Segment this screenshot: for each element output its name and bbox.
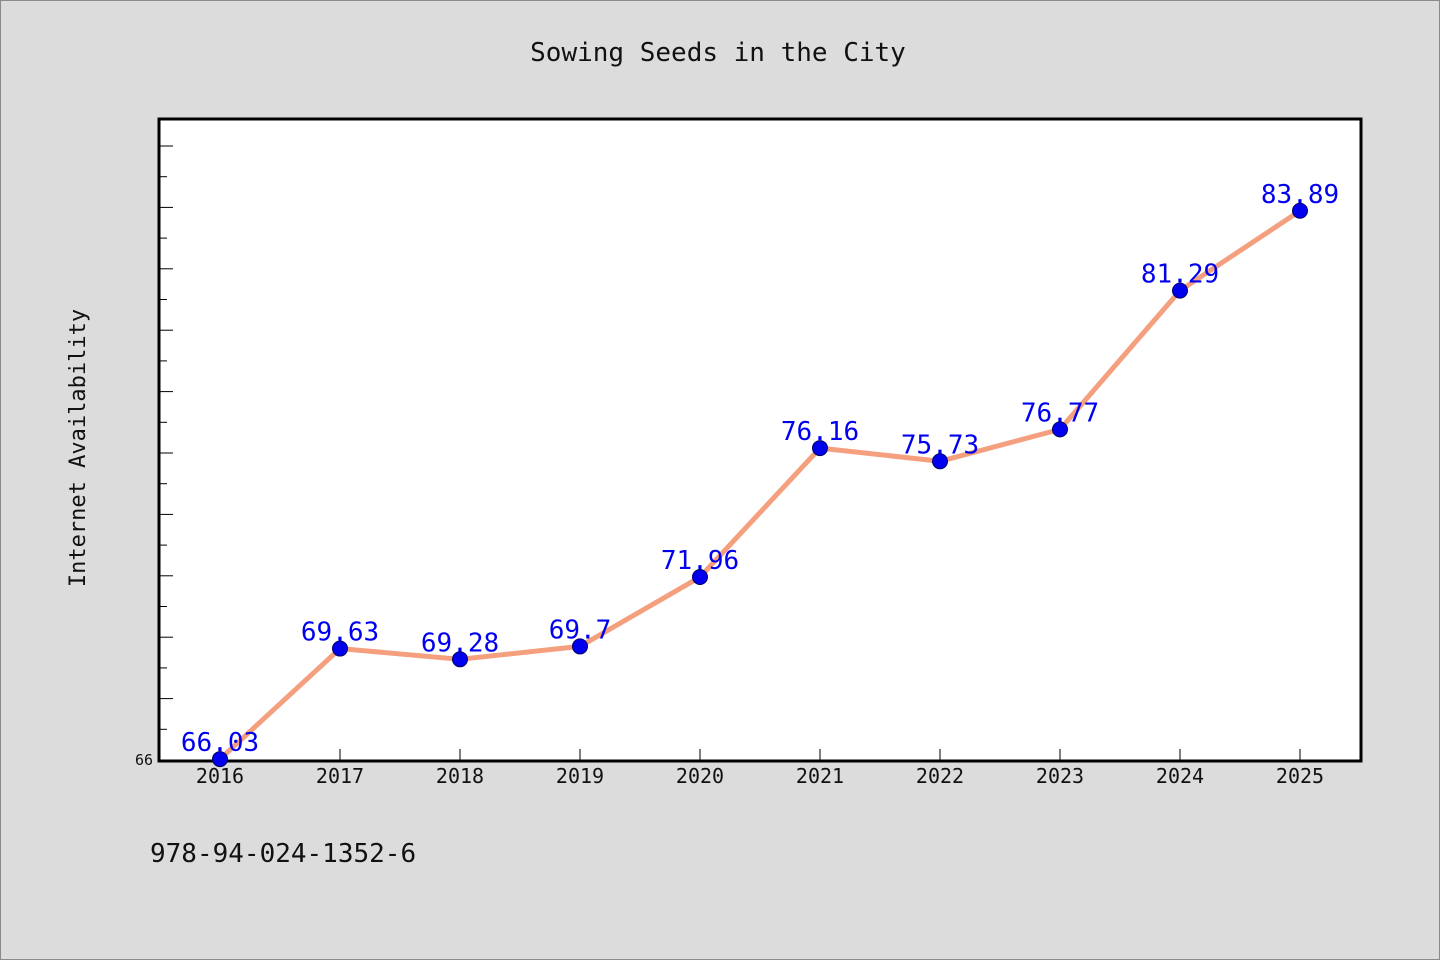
x-axis-ticks: 2016 2017 2018 2019 2020 2021 2022 2023 2024 2025 — [196, 749, 1324, 788]
data-label: 76.16 — [781, 417, 859, 447]
x-tick-label: 2023 — [1036, 764, 1084, 788]
data-label: 69.63 — [301, 618, 379, 648]
data-point — [812, 440, 828, 457]
data-point — [1292, 202, 1308, 219]
data-point — [332, 640, 348, 657]
data-label: 69.7 — [549, 615, 612, 645]
y-axis-label: Internet Availability — [66, 309, 91, 587]
plot-area — [157, 117, 1363, 763]
data-label: 81.29 — [1141, 260, 1219, 290]
x-tick-label: 2022 — [916, 764, 964, 788]
series-group: 66.03 69.63 69.28 69.7 71.96 76.16 75.73 76.77 8… — [181, 180, 1339, 768]
data-point — [572, 638, 588, 655]
data-label: 66.03 — [181, 728, 259, 758]
x-tick-label: 2024 — [1156, 764, 1204, 788]
x-tick-label: 2016 — [196, 764, 244, 788]
data-point — [1052, 421, 1068, 438]
data-label: 76.77 — [1021, 398, 1099, 428]
x-tick-label: 2020 — [676, 764, 724, 788]
data-point — [1172, 282, 1188, 299]
y-tick-label: 66 — [135, 751, 153, 769]
data-label: 71.96 — [661, 546, 739, 576]
data-label: 83.89 — [1261, 180, 1339, 210]
chart-title: Sowing Seeds in the City — [530, 38, 906, 68]
y-axis-ticks: 66 — [135, 145, 173, 769]
x-tick-label: 2025 — [1276, 764, 1324, 788]
x-tick-label: 2017 — [316, 764, 364, 788]
series-line — [217, 208, 1303, 762]
x-tick-label: 2018 — [436, 764, 484, 788]
data-label: 69.28 — [421, 628, 499, 658]
data-label: 75.73 — [901, 430, 979, 460]
x-tick-label: 2019 — [556, 764, 604, 788]
data-point — [212, 751, 228, 768]
data-point — [452, 651, 468, 668]
isbn-text: 978-94-024-1352-6 — [150, 839, 416, 869]
data-point — [692, 569, 708, 586]
data-point — [932, 453, 948, 470]
x-tick-label: 2021 — [796, 764, 844, 788]
